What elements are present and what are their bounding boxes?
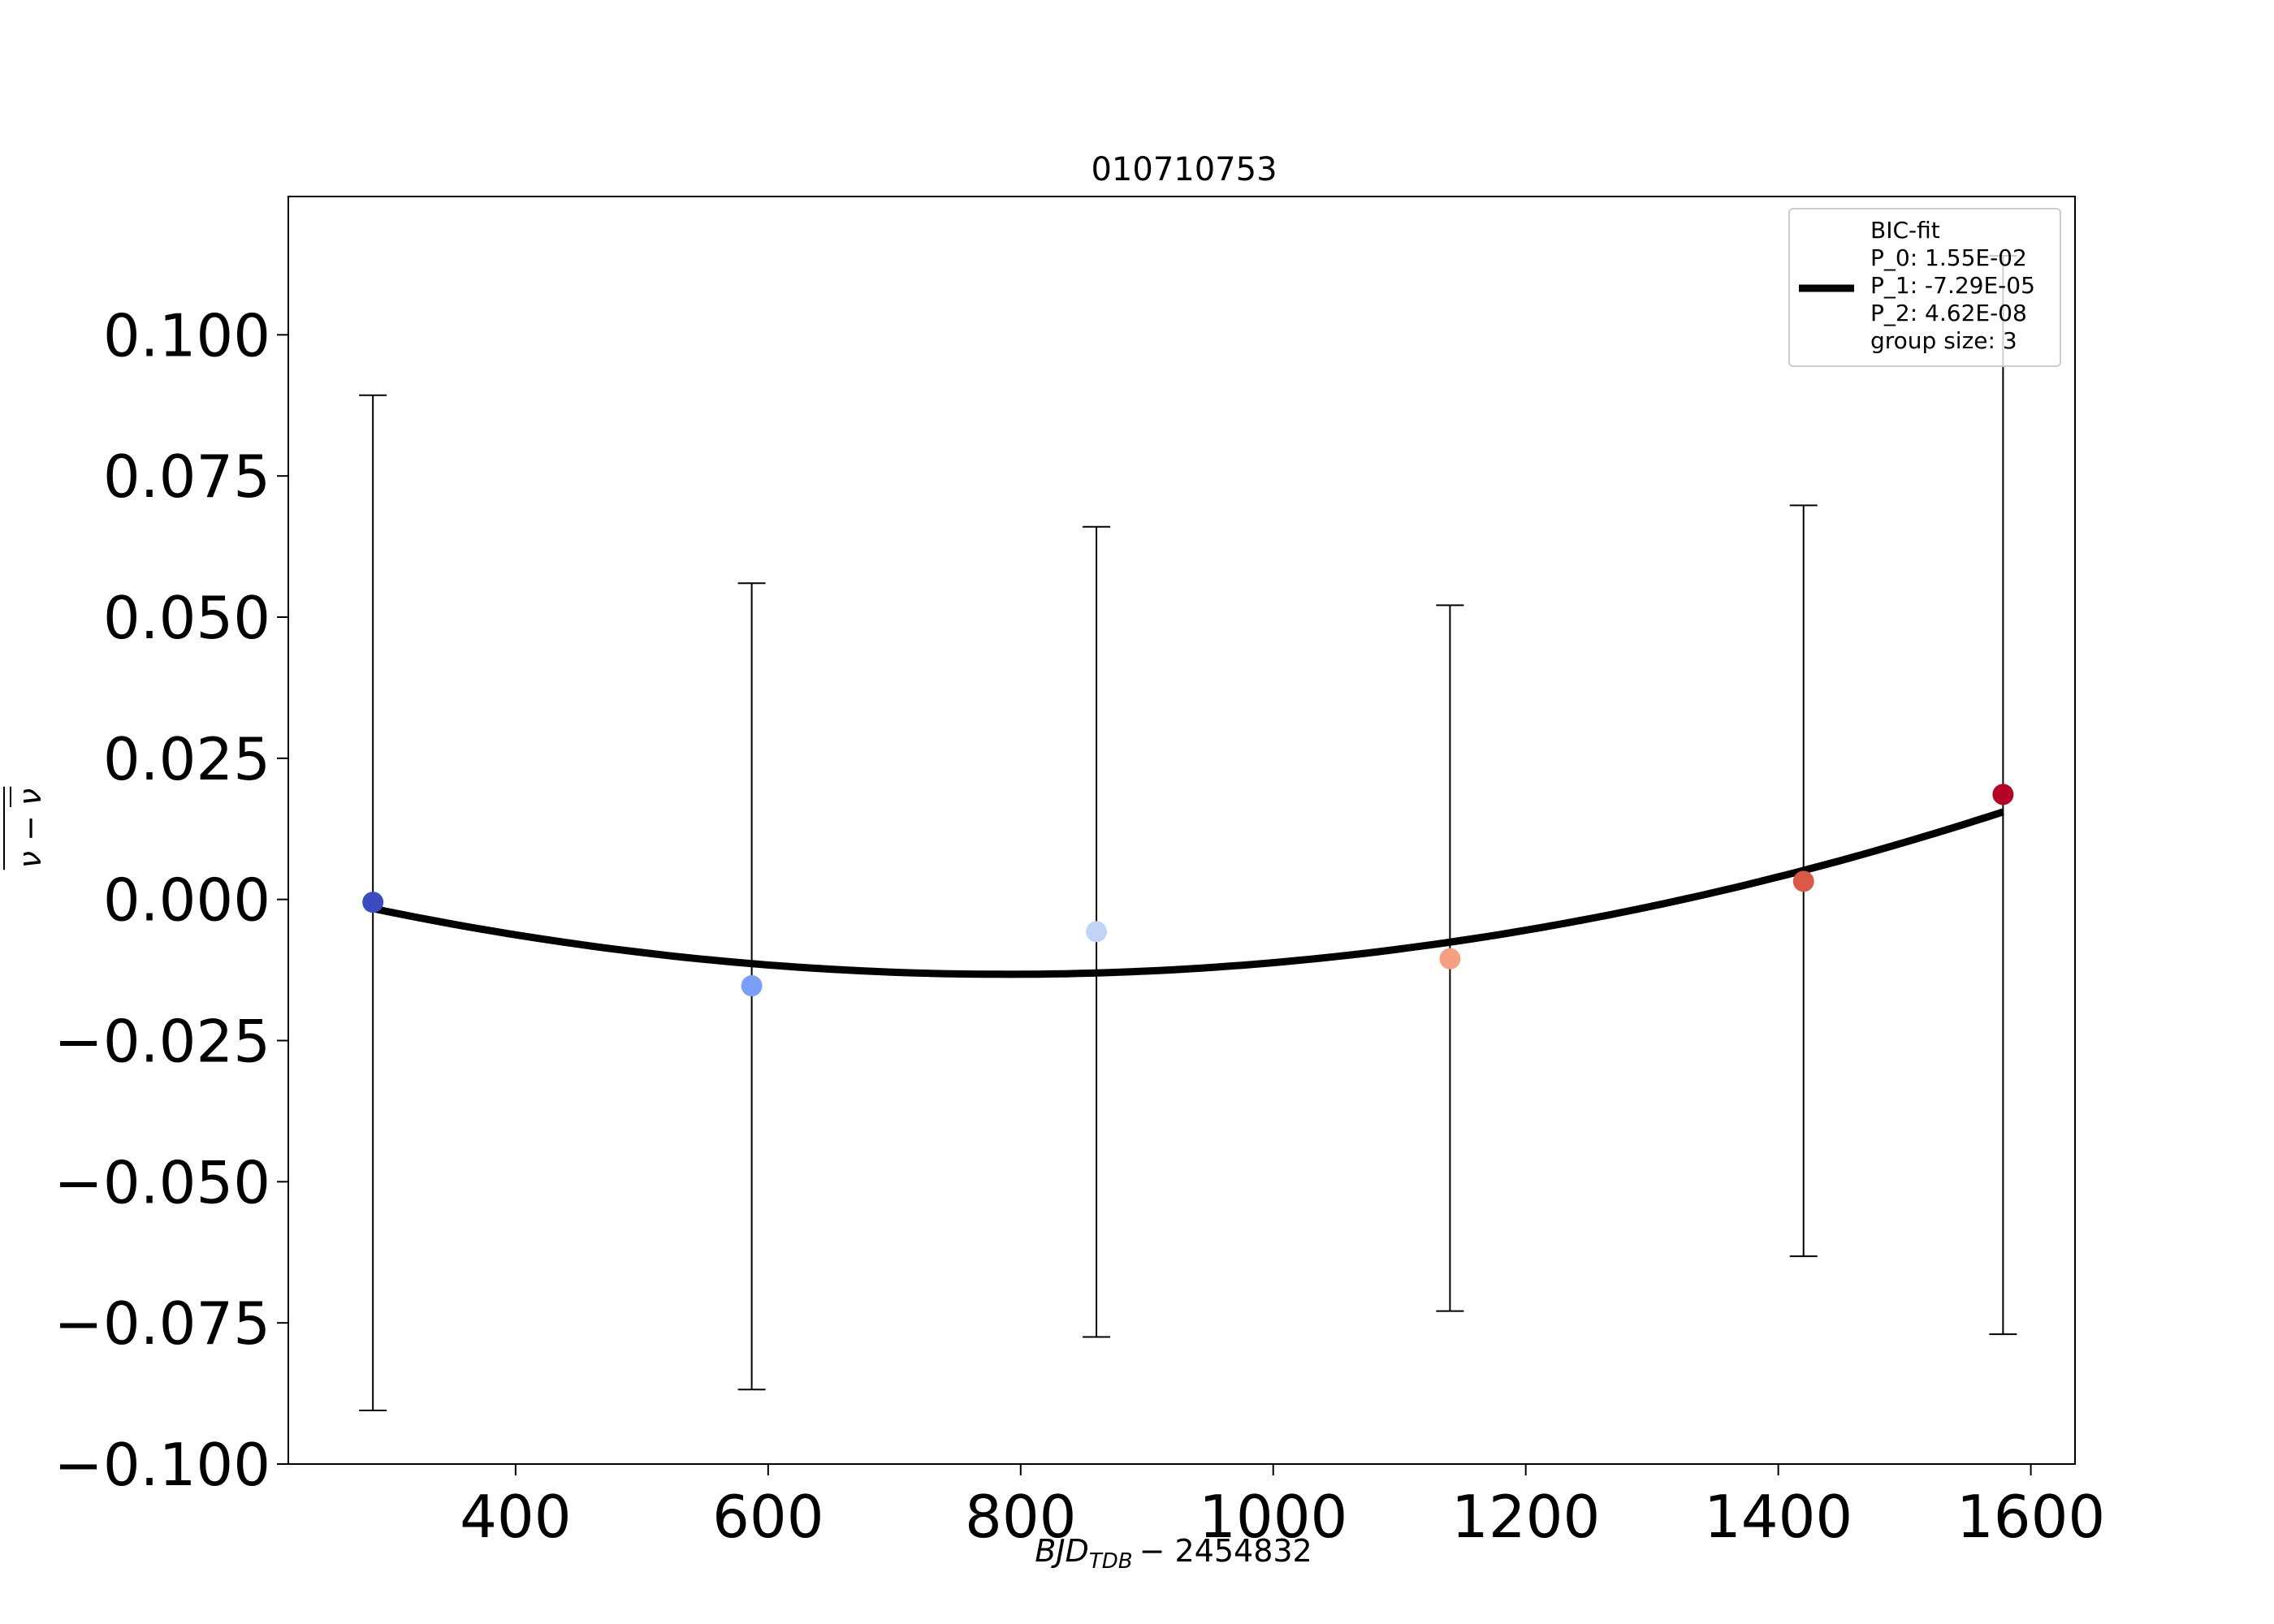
x-tick-label: 400 [460,1483,571,1551]
data-point [741,975,763,997]
svg-text:ν − ν: ν − ν [12,788,48,868]
y-axis-label-bar: ν [12,788,48,806]
y-axis: 0.100 0.075 0.050 0.025 0.000 −0.025 −0.050 −0.… [54,301,288,1499]
x-tick-label: 800 [965,1483,1076,1551]
x-axis-label: BJDTDB − 2454832 [1035,1533,1312,1574]
legend-line-0: BIC-fit [1870,217,1940,244]
chart-title: 010710753 [1091,151,1277,188]
x-tick-label: 1200 [1451,1483,1600,1551]
y-tick-label: 0.075 [103,443,270,511]
legend-box [1788,208,2061,367]
data-point [1792,870,1814,892]
data-point [1086,921,1108,943]
legend-line-1: P_0: 1.55E-02 [1870,244,2027,271]
legend-line-3: P_2: 4.62E-08 [1870,300,2027,326]
x-axis-label-sub: TDB [1089,1549,1133,1574]
data-point [1992,784,2014,806]
y-tick-label: 0.000 [103,866,270,935]
error-bars [359,255,2017,1411]
y-tick-label: 0.100 [103,301,270,369]
y-axis-label: ν − ν [3,786,48,870]
x-tick-label: 600 [712,1483,824,1551]
fit-curve [372,808,2004,978]
data-point [362,892,384,914]
y-tick-label: −0.025 [54,1008,270,1076]
x-tick-label: 1600 [1956,1483,2105,1551]
x-axis: 400 600 800 1000 1200 1400 1600 [460,1464,2105,1551]
legend-line-4: group size: 3 [1870,327,2017,354]
y-tick-label: −0.100 [54,1431,270,1499]
x-axis-label-rest: − 2454832 [1139,1533,1312,1569]
y-tick-label: −0.075 [54,1289,270,1358]
y-tick-label: 0.050 [103,584,270,652]
x-axis-label-var: BJD [1035,1533,1089,1569]
legend-line-2: P_1: -7.29E-05 [1870,272,2035,299]
data-points [362,784,2014,997]
y-axis-label-base: ν − [12,806,48,868]
x-tick-label: 1400 [1704,1483,1852,1551]
plot-frame [287,196,2076,1465]
y-tick-label: 0.025 [103,725,270,793]
y-tick-label: −0.050 [54,1148,270,1216]
x-tick-label: 1000 [1199,1483,1347,1551]
data-point [1439,948,1461,970]
legend: BIC-fit P_0: 1.55E-02 P_1: -7.29E-05 P_2… [1788,208,2061,367]
